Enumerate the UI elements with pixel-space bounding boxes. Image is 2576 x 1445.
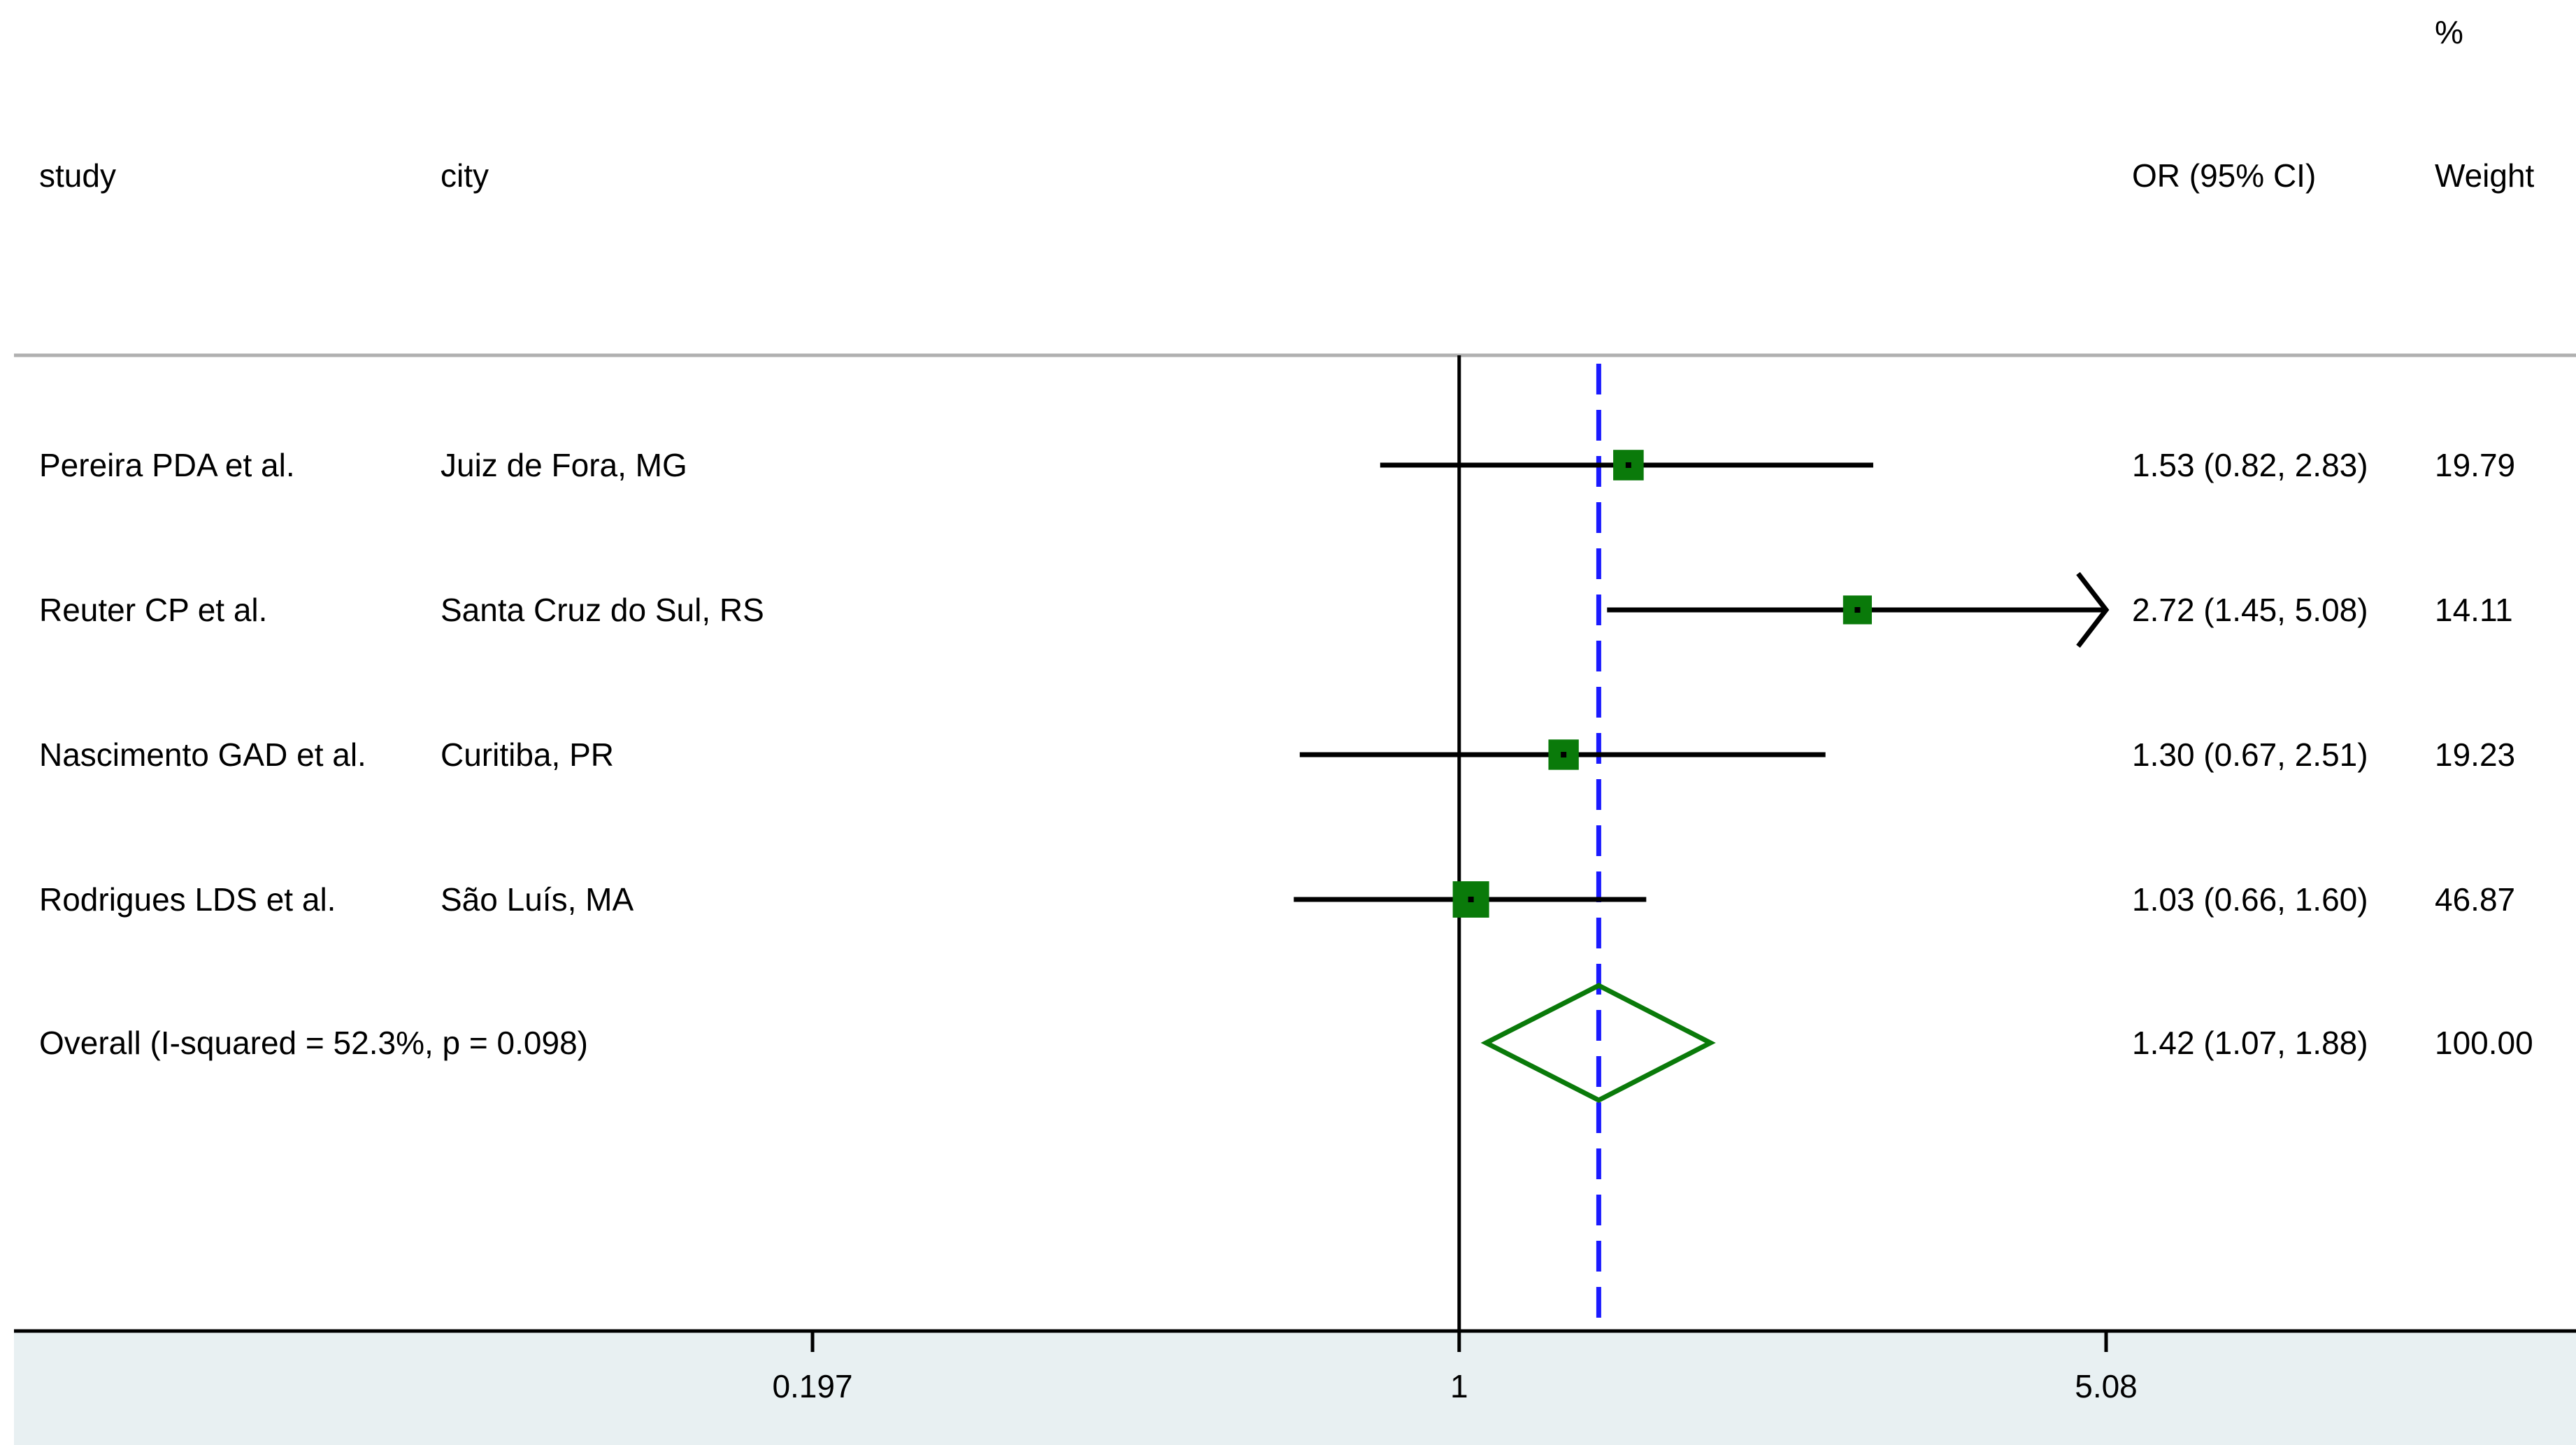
weight-column-header: Weight — [2435, 157, 2535, 194]
overall-or-ci: 1.42 (1.07, 1.88) — [2132, 1025, 2368, 1061]
study-name: Nascimento GAD et al. — [39, 736, 366, 773]
point-estimate-center — [1561, 752, 1567, 757]
study-name: Pereira PDA et al. — [39, 447, 295, 483]
city-column-header: city — [441, 157, 489, 194]
overall-row: Overall (I-squared = 52.3%, p = 0.098) 1.… — [39, 983, 2533, 1103]
point-estimate-center — [1854, 607, 1861, 613]
study-or-ci: 1.30 (0.67, 2.51) — [2132, 736, 2368, 773]
study-row: Pereira PDA et al. Juiz de Fora, MG 1.53 (… — [39, 447, 2515, 483]
study-name: Rodrigues LDS et al. — [39, 881, 336, 918]
study-row: Nascimento GAD et al. Curitiba, PR 1.30 (0… — [39, 736, 2515, 773]
study-column-header: study — [39, 157, 116, 194]
effect-column-header: OR (95% CI) — [2132, 157, 2316, 194]
study-weight: 14.11 — [2435, 592, 2513, 628]
study-name: Reuter CP et al. — [39, 592, 267, 628]
study-row: Reuter CP et al. Santa Cruz do Sul, RS 2.7… — [39, 571, 2513, 648]
study-row: Rodrigues LDS et al. São Luís, MA 1.03 (0.… — [39, 881, 2515, 918]
study-city: Juiz de Fora, MG — [441, 447, 687, 483]
study-or-ci: 1.53 (0.82, 2.83) — [2132, 447, 2368, 483]
study-city: Curitiba, PR — [441, 736, 614, 773]
weight-header-percent: % — [2435, 14, 2463, 50]
study-weight: 19.23 — [2435, 736, 2515, 773]
ci-clipped-arrow — [2076, 571, 2110, 648]
axis-band — [14, 1331, 2576, 1445]
x-tick-label: 1 — [1450, 1368, 1468, 1404]
study-city: Santa Cruz do Sul, RS — [441, 592, 764, 628]
x-tick-label: 5.08 — [2075, 1368, 2138, 1404]
study-weight: 46.87 — [2435, 881, 2515, 918]
study-or-ci: 2.72 (1.45, 5.08) — [2132, 592, 2368, 628]
overall-label: Overall (I-squared = 52.3%, p = 0.098) — [39, 1025, 588, 1061]
pooled-estimate-diamond — [1480, 983, 1716, 1103]
overall-weight: 100.00 — [2435, 1025, 2533, 1061]
x-tick-label: 0.197 — [772, 1368, 852, 1404]
study-or-ci: 1.03 (0.66, 1.60) — [2132, 881, 2368, 918]
point-estimate-center — [1468, 897, 1474, 902]
study-city: São Luís, MA — [441, 881, 634, 918]
point-estimate-center — [1625, 462, 1631, 468]
study-weight: 19.79 — [2435, 447, 2515, 483]
